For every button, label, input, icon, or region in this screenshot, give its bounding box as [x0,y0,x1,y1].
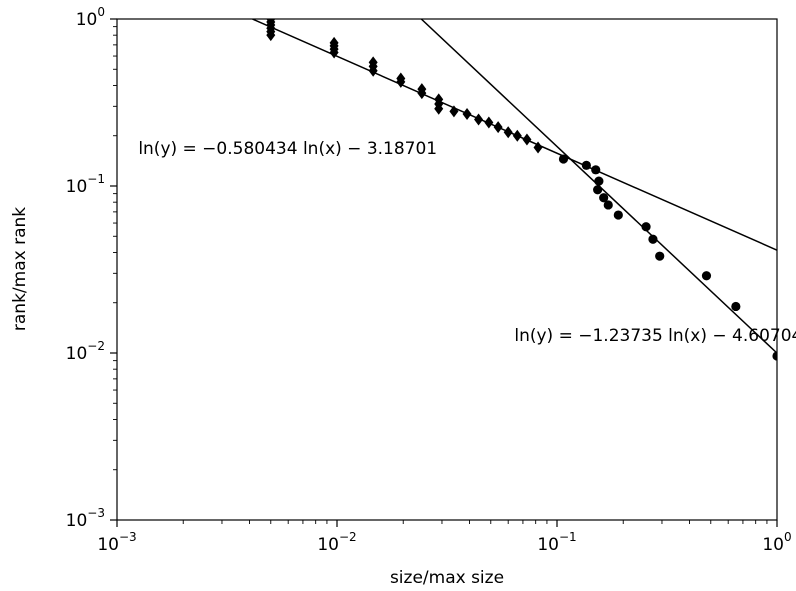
y-tick-label: 10−3 [66,506,105,531]
diamond-point [474,113,484,126]
diamond-point [503,126,513,139]
diamond-point [449,105,459,118]
circle-point [648,234,658,244]
diamond-point [493,121,503,134]
axis-tick-labels: 10−3 10−2 10−1 100 10−3 10−2 10−1 100 [66,5,792,555]
diamond-point [368,64,378,77]
circle-point [603,200,613,210]
x-tick-label: 100 [762,530,791,555]
x-tick-label: 10−2 [317,530,356,555]
circle-point [613,210,623,220]
diamond-point [522,133,532,146]
circle-point [593,185,603,195]
circle-point [581,160,591,170]
y-axis-label: rank/max rank [10,207,30,331]
x-tick-label: 10−3 [97,530,136,555]
circle-point [594,176,604,186]
plot-area-frame [116,18,778,521]
diamond-point [462,107,472,120]
y-tick-label: 10−1 [66,172,105,197]
y-tick-label: 10−2 [66,339,105,364]
diamond-point [533,141,543,154]
circle-point [655,251,665,261]
diamond-point [266,29,276,42]
circle-point [731,301,741,312]
diamond-point [434,102,444,115]
diamond-point [484,116,494,129]
diamond-point [512,129,522,142]
circle-point [701,271,712,281]
circle-point [641,222,651,232]
fit-equation-1: ln(y) = −0.580434 ln(x) − 3.18701 [138,139,437,159]
circle-point [599,193,609,203]
x-axis-label: size/max size [390,568,504,588]
y-tick-label: 100 [76,5,105,30]
fit-annotations: ln(y) = −0.580434 ln(x) − 3.18701 ln(y) =… [138,139,796,346]
diamond-point [396,75,406,88]
data-points [266,19,777,361]
diamond-point [417,87,427,100]
fit-equation-2: ln(y) = −1.23735 ln(x) − 4.60704 [514,326,796,346]
circle-point [558,154,569,164]
circle-point [591,165,601,175]
diamond-point [329,46,339,59]
axis-ticks [110,18,778,527]
circle-point [772,351,777,361]
x-tick-label: 10−1 [537,530,576,555]
